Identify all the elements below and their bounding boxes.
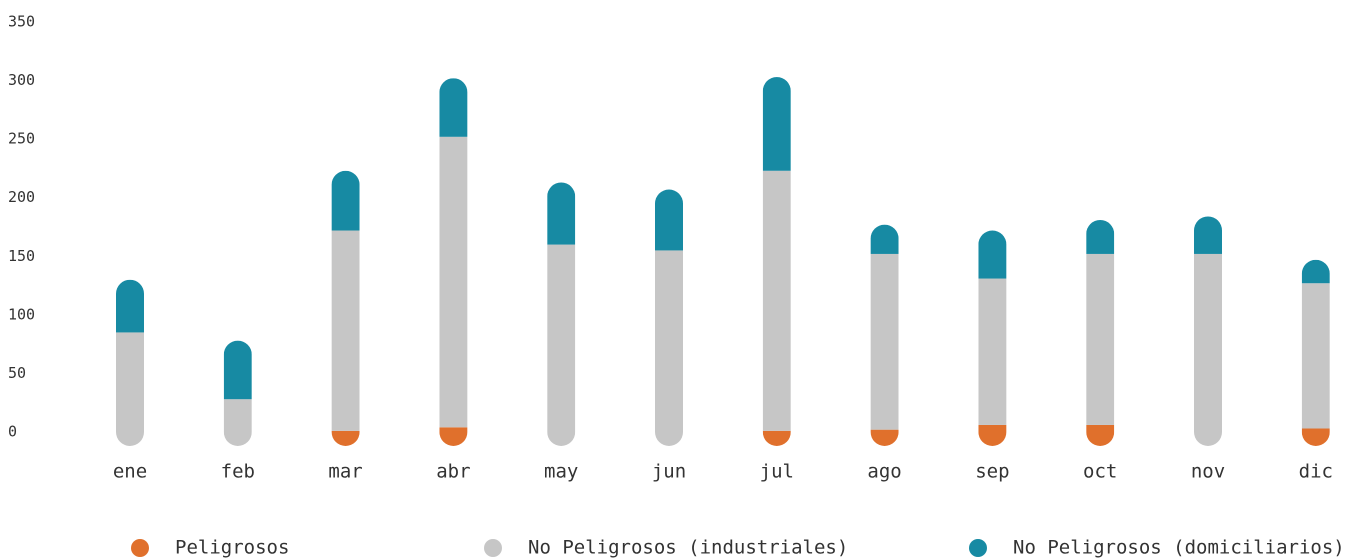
bar-segment xyxy=(870,224,899,254)
y-tick-label: 350 xyxy=(8,13,35,31)
bar-segment xyxy=(1194,216,1222,254)
bar-stack xyxy=(1301,259,1330,446)
bar-segment xyxy=(655,250,683,446)
y-tick-label: 300 xyxy=(8,71,35,89)
bar-segment xyxy=(1301,259,1330,284)
legend-label: No Peligrosos (domiciliarios) xyxy=(1013,537,1345,559)
y-tick-label: 250 xyxy=(8,130,35,148)
bar-segment xyxy=(223,399,252,446)
bar-segment xyxy=(762,430,791,446)
legend-marker xyxy=(131,539,149,557)
x-tick-label: jul xyxy=(760,461,794,483)
bar-segment xyxy=(116,279,144,333)
bar-stack xyxy=(870,224,899,446)
bar-segment xyxy=(978,230,1007,279)
bar-segment xyxy=(870,429,899,446)
bar-segment xyxy=(1086,253,1115,425)
bar-segment xyxy=(762,170,791,431)
x-tick-label: oct xyxy=(1083,461,1117,483)
legend-marker xyxy=(969,539,987,557)
bar-segment xyxy=(1194,253,1222,446)
y-tick-label: 200 xyxy=(8,188,35,206)
y-tick-label: 100 xyxy=(8,305,35,323)
bar-stack xyxy=(547,182,576,446)
bar-segment xyxy=(223,340,252,400)
x-tick-label: ene xyxy=(113,461,147,483)
bar-stack xyxy=(439,78,468,446)
x-tick-label: nov xyxy=(1191,461,1225,483)
x-tick-label: abr xyxy=(436,461,470,483)
bar-segment xyxy=(762,77,791,171)
legend-label: Peligrosos xyxy=(175,537,289,559)
bar-segment xyxy=(1086,424,1115,446)
y-tick-label: 0 xyxy=(8,423,17,441)
bar-stack xyxy=(762,77,791,446)
bar-segment xyxy=(1301,283,1330,429)
bar-segment xyxy=(439,78,468,137)
bar-segment xyxy=(978,424,1007,446)
y-tick-label: 150 xyxy=(8,247,35,265)
legend-marker xyxy=(484,539,502,557)
legend-label: No Peligrosos (industriales) xyxy=(528,537,848,559)
x-tick-label: sep xyxy=(975,461,1009,483)
x-tick-label: dic xyxy=(1299,461,1333,483)
x-tick-label: may xyxy=(544,461,578,483)
bar-segment xyxy=(331,170,360,231)
x-tick-label: jun xyxy=(652,461,686,483)
bar-segment xyxy=(547,244,576,446)
bar-stack xyxy=(1086,219,1115,446)
x-tick-label: feb xyxy=(221,461,255,483)
bar-segment xyxy=(547,182,576,245)
x-tick-label: ago xyxy=(867,461,901,483)
y-tick-label: 50 xyxy=(8,364,26,382)
bar-stack xyxy=(1194,216,1222,446)
bar-segment xyxy=(439,427,468,446)
bar-stack xyxy=(116,279,144,446)
bar-segment xyxy=(116,332,144,446)
bar-segment xyxy=(978,278,1007,425)
bar-stack xyxy=(655,189,683,446)
bar-segment xyxy=(439,136,468,428)
bar-stack xyxy=(331,170,360,446)
bar-stack xyxy=(223,340,252,446)
bar-segment xyxy=(1301,428,1330,446)
bar-segment xyxy=(331,230,360,431)
bar-segment xyxy=(870,253,899,430)
bar-segment xyxy=(331,430,360,446)
bar-stack xyxy=(978,230,1007,446)
x-tick-label: mar xyxy=(328,461,362,483)
bar-segment xyxy=(1086,219,1115,254)
bar-segment xyxy=(655,189,683,251)
